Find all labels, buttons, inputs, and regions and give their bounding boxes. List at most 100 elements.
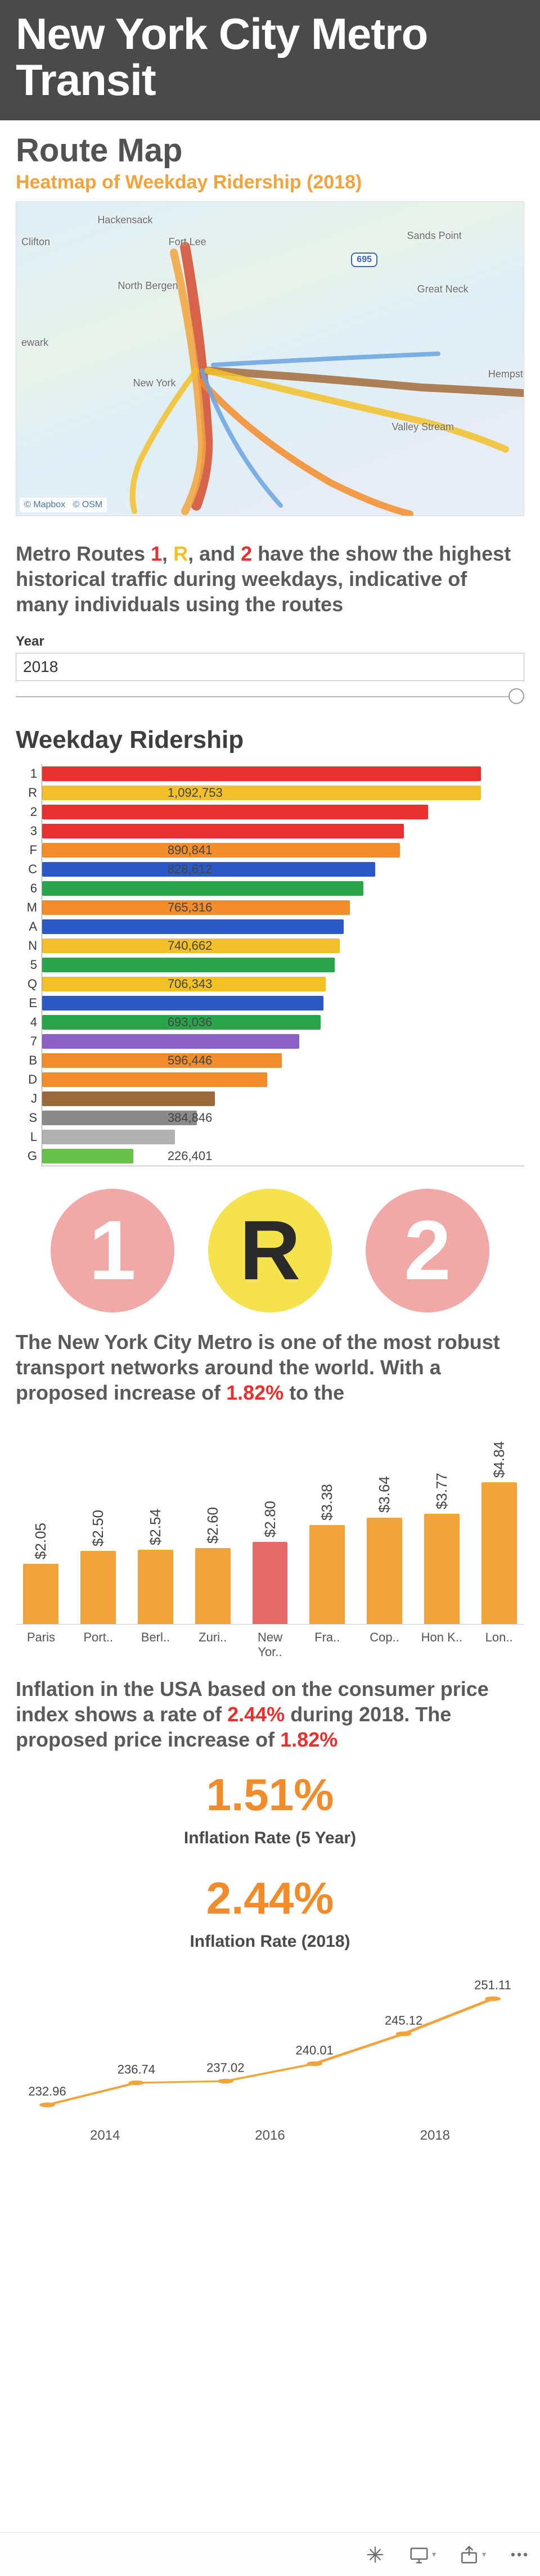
fare-city-label: Paris [16, 1630, 66, 1659]
fare-value-label: $2.50 [89, 1510, 107, 1546]
fare-bar [424, 1514, 460, 1624]
bar-row[interactable]: R1,092,753 [22, 783, 524, 802]
bar-row[interactable]: 7 [22, 1032, 524, 1051]
fare-column[interactable]: $2.60 [187, 1507, 238, 1624]
bar-row[interactable]: G 226,401 [22, 1147, 524, 1166]
insight-routes: Metro Routes 1, R, and 2 have the show t… [16, 541, 524, 617]
bar-value-label: 765,316 [168, 900, 213, 915]
route-badge: R [208, 1189, 332, 1312]
slider-handle[interactable] [508, 688, 524, 704]
fare-bar [195, 1548, 231, 1624]
bar-route-key: E [22, 996, 42, 1010]
cpi-point-label: 251.11 [474, 1978, 511, 1993]
device-preview-button[interactable]: ▾ [408, 2544, 436, 2565]
bar-row[interactable]: 3 [22, 822, 524, 841]
year-slider[interactable] [16, 689, 524, 703]
fare-column[interactable]: $4.84 [474, 1441, 524, 1624]
bar-route-key: D [22, 1072, 42, 1087]
bar-row[interactable]: S384,846 [22, 1108, 524, 1127]
bar-row[interactable]: F890,841 [22, 841, 524, 860]
cpi-x-tick: 2016 [187, 2128, 352, 2144]
cpi-x-tick: 2014 [22, 2128, 187, 2144]
bar-row[interactable]: 6 [22, 879, 524, 898]
bar-row[interactable]: A [22, 917, 524, 936]
interstate-shield: 695 [351, 252, 377, 267]
cpi-line-chart[interactable]: 232.96236.74237.02240.01245.12251.11 [22, 1976, 518, 2122]
bar-row[interactable]: N740,662 [22, 936, 524, 955]
map-city-label: Great Neck [417, 283, 469, 295]
bar-route-key: G [22, 1149, 42, 1163]
bar-row[interactable]: 5 [22, 955, 524, 975]
bar-row[interactable]: C828,612 [22, 860, 524, 879]
bar-row[interactable]: 1 [22, 764, 524, 783]
fare-value-label: $3.38 [318, 1484, 336, 1521]
bar-route-key: A [22, 919, 42, 934]
fare-bar [367, 1518, 402, 1624]
bar-route-key: 4 [22, 1015, 42, 1030]
bar-route-key: B [22, 1053, 42, 1068]
tableau-logo-icon[interactable] [364, 2544, 386, 2565]
fare-bar [482, 1482, 517, 1624]
bar-value-label: 226,401 [168, 1149, 213, 1163]
bar-row[interactable]: 4 693,036 [22, 1013, 524, 1032]
map-city-label: New York [133, 377, 176, 389]
map-city-label: ewark [21, 337, 48, 349]
map-city-label: Hempstead [488, 368, 524, 380]
cpi-point-label: 240.01 [296, 2043, 334, 2058]
fare-city-label: Zuri.. [187, 1630, 238, 1659]
bar-value-label: 596,446 [168, 1053, 213, 1068]
cpi-point-label: 245.12 [385, 2013, 422, 2028]
fare-value-label: $2.80 [262, 1501, 279, 1537]
map-city-label: Clifton [21, 236, 50, 248]
weekday-bar-chart[interactable]: 1 R1,092,75323F890,841C828,6126M765,316 AN… [22, 764, 524, 1166]
bar-route-key: F [22, 843, 42, 858]
bar-value-label: 828,612 [168, 862, 213, 877]
top-route-badges: 1R2 [0, 1189, 540, 1312]
fare-column[interactable]: $2.54 [130, 1509, 181, 1624]
share-button[interactable]: ▾ [458, 2544, 486, 2565]
bar-route-key: S [22, 1111, 42, 1125]
year-input[interactable]: 2018 [16, 653, 524, 681]
map-attribution: © Mapbox © OSM [20, 498, 107, 512]
route-badge: 2 [366, 1189, 489, 1312]
fare-value-label: $2.60 [204, 1507, 222, 1544]
bar-row[interactable]: D [22, 1070, 524, 1089]
route-map-section: Route Map Heatmap of Weekday Ridership (… [0, 120, 540, 527]
fare-bar [23, 1564, 58, 1624]
bar-value-label: 706,343 [168, 977, 213, 991]
map-city-label: Valley Stream [392, 421, 454, 433]
fare-value-label: $4.84 [490, 1441, 508, 1478]
bar-row[interactable]: Q706,343 [22, 975, 524, 994]
fare-column[interactable]: $3.64 [359, 1476, 410, 1623]
map-city-label: North Bergen [118, 280, 178, 292]
bar-value-label: 693,036 [168, 1015, 213, 1030]
bar-row[interactable]: J [22, 1089, 524, 1108]
fare-column[interactable]: $2.05 [16, 1523, 66, 1624]
bar-row[interactable]: 2 [22, 802, 524, 822]
fare-city-label: Fra.. [302, 1630, 353, 1659]
fare-column[interactable]: $3.38 [302, 1484, 353, 1624]
year-filter: Year 2018 [16, 634, 524, 703]
fare-column[interactable]: $2.80 [245, 1501, 295, 1624]
weekday-title: Weekday Ridership [16, 726, 524, 754]
bar-value-label: 740,662 [168, 939, 213, 953]
fare-value-label: $3.77 [433, 1473, 451, 1509]
route-heatmap[interactable]: 695 © Mapbox © OSM HackensackCliftonFort… [16, 201, 524, 516]
bar-route-key: 1 [22, 766, 42, 781]
bar-row[interactable]: L [22, 1127, 524, 1147]
bar-row[interactable]: E [22, 994, 524, 1013]
cpi-x-tick: 2018 [353, 2128, 518, 2144]
cpi-point-label: 237.02 [206, 2060, 244, 2075]
fare-column[interactable]: $3.77 [416, 1473, 467, 1624]
bar-row[interactable]: M765,316 [22, 898, 524, 917]
map-city-label: Hackensack [97, 214, 152, 226]
route-map-title: Route Map [16, 132, 524, 169]
fare-bar-chart[interactable]: $2.05 $2.50 $2.54 $2.60 $2.80 $3.38 $3.64 $3.77… [16, 1422, 524, 1625]
inflation-5yr-value: 1.51% [0, 1769, 540, 1821]
inflation-5yr-label: Inflation Rate (5 Year) [0, 1829, 540, 1848]
fare-column[interactable]: $2.50 [73, 1510, 124, 1624]
bar-row[interactable]: B 596,446 [22, 1051, 524, 1070]
more-options-button[interactable] [508, 2544, 530, 2565]
bar-value-label: 1,092,753 [168, 786, 223, 800]
route-badge: 1 [51, 1189, 174, 1312]
